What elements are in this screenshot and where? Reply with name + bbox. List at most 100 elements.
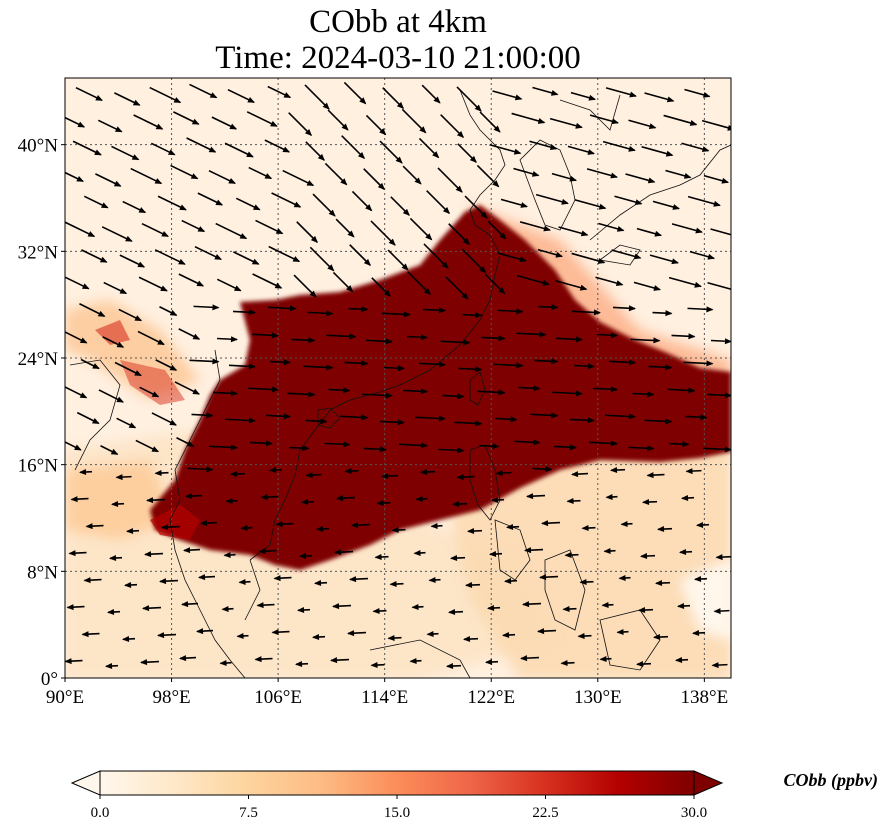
wind-arrow — [351, 190, 373, 212]
wind-arrow — [212, 390, 238, 397]
wind-arrow — [65, 221, 96, 238]
lat-tick-labels: 0° 8°N 16°N 24°N 32°N 40°N — [18, 136, 65, 690]
colorbar-label: CObb (ppbv) — [784, 770, 878, 791]
wind-arrow — [124, 582, 138, 588]
wind-arrow — [327, 109, 349, 131]
wind-arrow — [426, 630, 439, 637]
wind-arrow — [389, 581, 404, 588]
wind-arrow — [701, 119, 731, 131]
wind-arrow — [144, 551, 164, 558]
wind-arrow — [249, 440, 273, 447]
wind-arrow — [685, 414, 708, 421]
wind-arrow — [370, 662, 385, 669]
wind-arrow — [348, 306, 369, 313]
wind-arrow — [191, 412, 214, 419]
wind-arrow — [383, 365, 405, 372]
wind-arrow — [465, 582, 481, 589]
wind-arrow — [532, 466, 553, 473]
wind-arrow — [344, 468, 359, 475]
wind-arrow — [551, 390, 583, 397]
wind-arrow — [604, 413, 636, 420]
wind-arrow — [198, 574, 216, 581]
wind-arrow — [267, 305, 297, 312]
lat-tick-label: 0° — [41, 669, 58, 690]
wind-arrow — [379, 419, 405, 426]
wind-arrow — [208, 169, 236, 185]
wind-arrow — [599, 655, 612, 662]
wind-arrow — [349, 244, 371, 266]
wind-arrow — [401, 108, 427, 134]
wind-arrow — [446, 663, 462, 670]
lon-tick-labels: 90°E 98°E 106°E 114°E 122°E 130°E 138°E — [46, 678, 728, 708]
wind-arrow — [421, 84, 441, 104]
wind-arrow — [677, 603, 691, 609]
wind-arrow — [463, 636, 479, 643]
lat-tick-label: 40°N — [18, 136, 59, 157]
wind-arrow — [122, 200, 147, 214]
wind-arrow — [636, 661, 652, 668]
wind-arrow — [225, 497, 238, 504]
wind-arrow — [183, 547, 201, 554]
wind-arrow — [98, 389, 124, 403]
wind-arrow — [495, 470, 512, 477]
wind-arrow — [347, 630, 367, 637]
wind-arrow — [224, 142, 254, 158]
lon-tick-label: 130°E — [574, 687, 622, 708]
wind-arrow — [687, 306, 714, 313]
wind-arrow — [551, 172, 578, 182]
wind-arrow — [115, 474, 132, 481]
wind-arrow — [101, 226, 133, 242]
wind-arrow — [297, 607, 311, 613]
wind-arrow — [200, 520, 218, 527]
wind-arrow — [625, 173, 656, 184]
wind-arrow — [305, 418, 328, 425]
wind-arrow — [269, 359, 291, 366]
wind-arrow — [161, 524, 181, 531]
wind-arrow — [485, 659, 499, 665]
wind-arrow — [248, 166, 273, 180]
colorbar-extend-high — [693, 770, 724, 796]
lat-tick-label: 32°N — [18, 242, 59, 263]
wind-arrow — [267, 85, 292, 99]
wind-arrow — [211, 116, 238, 130]
wind-arrow — [667, 387, 696, 394]
wind-arrow — [541, 520, 561, 527]
wind-arrow — [598, 222, 625, 232]
colorbar-body — [99, 770, 695, 796]
wind-arrow — [610, 467, 626, 474]
wind-arrow — [440, 339, 471, 346]
wind-arrow — [135, 439, 160, 453]
wind-arrow — [374, 554, 389, 561]
wind-arrow — [258, 548, 277, 555]
wind-arrow — [630, 337, 661, 344]
wind-arrow — [694, 576, 708, 582]
wind-arrow — [492, 90, 523, 101]
wind-arrow — [514, 439, 541, 446]
wind-arrow — [219, 659, 232, 666]
wind-arrow — [476, 164, 500, 188]
wind-arrow — [586, 168, 618, 179]
wind-arrow — [707, 281, 731, 291]
wind-arrow — [618, 574, 631, 581]
wind-arrow — [122, 636, 136, 642]
wind-arrow — [420, 469, 436, 476]
wind-arrow — [535, 193, 569, 205]
wind-arrow — [440, 114, 465, 139]
wind-arrow — [648, 364, 673, 371]
wind-vectors — [65, 81, 731, 670]
wind-arrow — [683, 360, 714, 367]
map-panel — [65, 78, 731, 678]
wind-arrow — [97, 119, 123, 133]
wind-arrow — [571, 252, 606, 264]
wind-arrow — [80, 358, 100, 370]
wind-arrow — [516, 331, 547, 338]
wind-arrow — [81, 631, 100, 638]
wind-arrow — [371, 277, 391, 297]
wind-arrow — [344, 360, 369, 367]
wind-arrow — [493, 362, 524, 369]
wind-arrow — [681, 142, 710, 153]
wind-arrow — [538, 304, 559, 311]
wind-arrow — [111, 501, 125, 507]
wind-arrow — [305, 472, 322, 479]
wind-arrow — [689, 250, 716, 260]
